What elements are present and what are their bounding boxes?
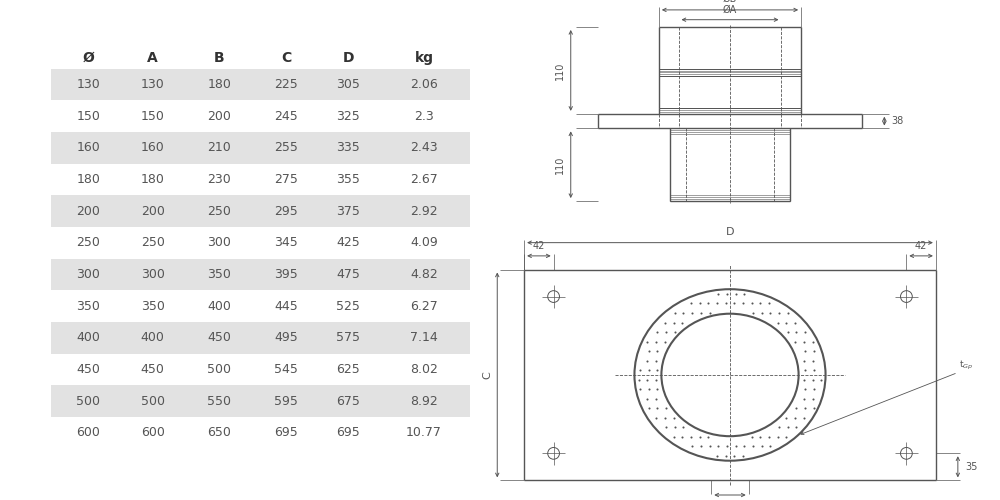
Text: ØB: ØB (723, 0, 737, 4)
Text: 400: 400 (141, 332, 165, 344)
Text: 350: 350 (141, 300, 165, 312)
Text: 2.92: 2.92 (410, 204, 438, 218)
Text: 500: 500 (207, 363, 231, 376)
Text: 695: 695 (336, 426, 360, 440)
Text: 160: 160 (76, 142, 100, 154)
Text: 350: 350 (207, 268, 231, 281)
Text: 130: 130 (141, 78, 164, 91)
Text: 250: 250 (207, 204, 231, 218)
FancyBboxPatch shape (51, 196, 475, 227)
Text: 600: 600 (141, 426, 165, 440)
Text: 4.09: 4.09 (410, 236, 438, 250)
Text: 675: 675 (336, 394, 360, 407)
Text: 7.14: 7.14 (410, 332, 438, 344)
Text: 130: 130 (76, 78, 100, 91)
Text: D: D (726, 227, 734, 237)
Text: 42: 42 (533, 241, 545, 251)
FancyBboxPatch shape (51, 132, 475, 164)
Text: C: C (281, 51, 291, 65)
Text: kg: kg (415, 51, 434, 65)
Text: 375: 375 (336, 204, 360, 218)
Text: 38: 38 (892, 116, 904, 126)
Text: 495: 495 (274, 332, 298, 344)
Text: 300: 300 (76, 268, 100, 281)
Text: Ø: Ø (82, 51, 94, 65)
Text: 325: 325 (336, 110, 360, 122)
Text: 425: 425 (336, 236, 360, 250)
Text: ØA: ØA (723, 5, 737, 15)
Text: 42: 42 (915, 241, 927, 251)
Text: 335: 335 (336, 142, 360, 154)
Text: B: B (214, 51, 225, 65)
Text: 550: 550 (207, 394, 231, 407)
Text: 300: 300 (141, 268, 165, 281)
Text: 8.02: 8.02 (410, 363, 438, 376)
Text: 180: 180 (141, 173, 165, 186)
Text: 210: 210 (207, 142, 231, 154)
Text: 355: 355 (336, 173, 360, 186)
Text: 4.82: 4.82 (410, 268, 438, 281)
Text: 200: 200 (76, 204, 100, 218)
Text: 450: 450 (207, 332, 231, 344)
Text: 400: 400 (76, 332, 100, 344)
FancyBboxPatch shape (51, 386, 475, 417)
Text: 250: 250 (76, 236, 100, 250)
Text: 395: 395 (274, 268, 298, 281)
FancyBboxPatch shape (51, 68, 475, 100)
Text: 2.43: 2.43 (410, 142, 438, 154)
Text: 110: 110 (555, 156, 565, 174)
FancyBboxPatch shape (51, 322, 475, 354)
Text: 450: 450 (76, 363, 100, 376)
Text: 275: 275 (274, 173, 298, 186)
Text: 525: 525 (336, 300, 360, 312)
Text: 625: 625 (336, 363, 360, 376)
Text: 600: 600 (76, 426, 100, 440)
Text: 200: 200 (141, 204, 165, 218)
Text: 450: 450 (141, 363, 165, 376)
Text: 305: 305 (336, 78, 360, 91)
Text: 255: 255 (274, 142, 298, 154)
Text: 6.27: 6.27 (410, 300, 438, 312)
Text: 545: 545 (274, 363, 298, 376)
Text: C: C (482, 371, 492, 379)
Text: 200: 200 (207, 110, 231, 122)
Text: 345: 345 (274, 236, 298, 250)
Text: 650: 650 (207, 426, 231, 440)
Text: 575: 575 (336, 332, 360, 344)
Text: 695: 695 (274, 426, 298, 440)
Text: 300: 300 (207, 236, 231, 250)
Text: 2.06: 2.06 (410, 78, 438, 91)
Text: 595: 595 (274, 394, 298, 407)
Text: A: A (147, 51, 158, 65)
Text: 150: 150 (141, 110, 165, 122)
Text: 10.77: 10.77 (406, 426, 442, 440)
Text: 475: 475 (336, 268, 360, 281)
Text: 35: 35 (966, 462, 978, 472)
Text: 110: 110 (555, 61, 565, 80)
Text: 180: 180 (207, 78, 231, 91)
Text: 245: 245 (274, 110, 298, 122)
Text: 2.3: 2.3 (414, 110, 434, 122)
Text: 445: 445 (274, 300, 298, 312)
Text: D: D (342, 51, 354, 65)
Text: 400: 400 (207, 300, 231, 312)
FancyBboxPatch shape (51, 258, 475, 290)
Text: 500: 500 (76, 394, 100, 407)
Text: 230: 230 (207, 173, 231, 186)
Text: 2.67: 2.67 (410, 173, 438, 186)
Text: 150: 150 (76, 110, 100, 122)
Text: 350: 350 (76, 300, 100, 312)
Text: 250: 250 (141, 236, 165, 250)
Text: 8.92: 8.92 (410, 394, 438, 407)
Text: 500: 500 (141, 394, 165, 407)
Text: 180: 180 (76, 173, 100, 186)
Text: t$_{Gp}$: t$_{Gp}$ (959, 358, 974, 372)
Text: 160: 160 (141, 142, 164, 154)
Text: 225: 225 (274, 78, 298, 91)
Text: 295: 295 (274, 204, 298, 218)
